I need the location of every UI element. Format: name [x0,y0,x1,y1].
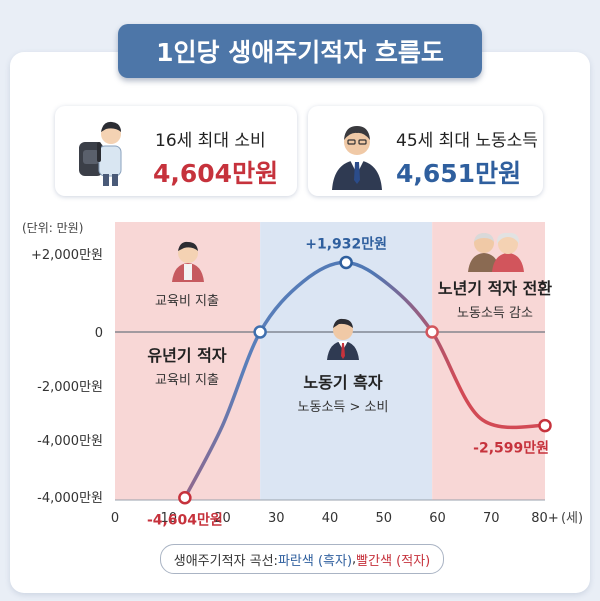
stat-card-max-consumption: 16세 최대 소비 4,604만원 [55,106,297,196]
stat-value: 4,604만원 [153,159,279,188]
x-tick-label: 40 [322,511,339,526]
child-phase-sub: 교육비 지출 [155,373,219,388]
unit-label: (단위: 만원) [22,221,83,235]
y-tick-label: +2,000만원 [31,248,103,263]
curve-marker [538,418,552,433]
x-unit-label: (세) [561,511,583,526]
x-tick-label: 10 [160,511,177,526]
old-phase-sub: 노동소득 감소 [457,306,533,321]
curve-marker [178,490,192,505]
work-phase-title: 노동기 흑자 [303,373,382,392]
x-tick-label: 0 [111,511,119,526]
student-icon [79,121,122,186]
work-phase-sub: 노동소득 > 소비 [298,400,389,415]
x-tick-label: 20 [214,511,231,526]
old-phase-title: 노년기 적자 전환 [438,279,552,298]
x-tick-label: 80+ [531,511,558,526]
child-phase-title: 유년기 적자 [147,346,226,365]
legend-prefix: 생애주기적자 곡선: [173,553,278,569]
x-tick-label: 50 [375,511,392,526]
chart-legend: 생애주기적자 곡선: 파란색 (흑자), 빨간색 (적자) [160,544,444,574]
child-top-note: 교육비 지출 [155,294,219,309]
curve-markers: -4,604만원 +1,932만원 -2,599만원 [147,236,552,529]
stat-label: 45세 최대 노동소득 [396,131,538,151]
y-tick-label: -4,000만원 [37,491,103,506]
y-tick-label: -4,000만원 [37,434,103,449]
x-tick-label: 60 [429,511,446,526]
y-tick-label: -2,000만원 [37,380,103,395]
stat-value: 4,651만원 [396,159,522,188]
x-tick-label: 70 [483,511,500,526]
curve-marker [339,255,353,270]
stat-label: 16세 최대 소비 [155,131,266,151]
data-label: -2,599만원 [473,441,549,457]
legend-surplus: 파란색 (흑자) [277,553,353,569]
data-label: -4,604만원 [147,513,223,529]
stat-card-max-income: 45세 최대 노동소득 4,651만원 [308,106,543,196]
curve-marker [253,325,267,339]
child-icon [172,241,204,282]
x-tick-labels: 0 10 20 30 40 50 60 70 80+ [111,511,559,526]
businessman-icon [332,126,382,190]
elderly-couple-icon [468,232,524,272]
page-title: 1인당 생애주기적자 흐름도 [118,24,482,78]
y-tick-label: 0 [95,326,103,341]
legend-separator: , [352,551,357,567]
data-label: +1,932만원 [305,236,387,252]
curve-marker [425,325,439,339]
legend-deficit: 빨간색 (적자) [356,553,431,569]
y-tick-labels: +2,000만원 0 -2,000만원 -4,000만원 -4,000만원 [31,248,103,506]
x-tick-label: 30 [268,511,285,526]
worker-icon [327,318,359,360]
